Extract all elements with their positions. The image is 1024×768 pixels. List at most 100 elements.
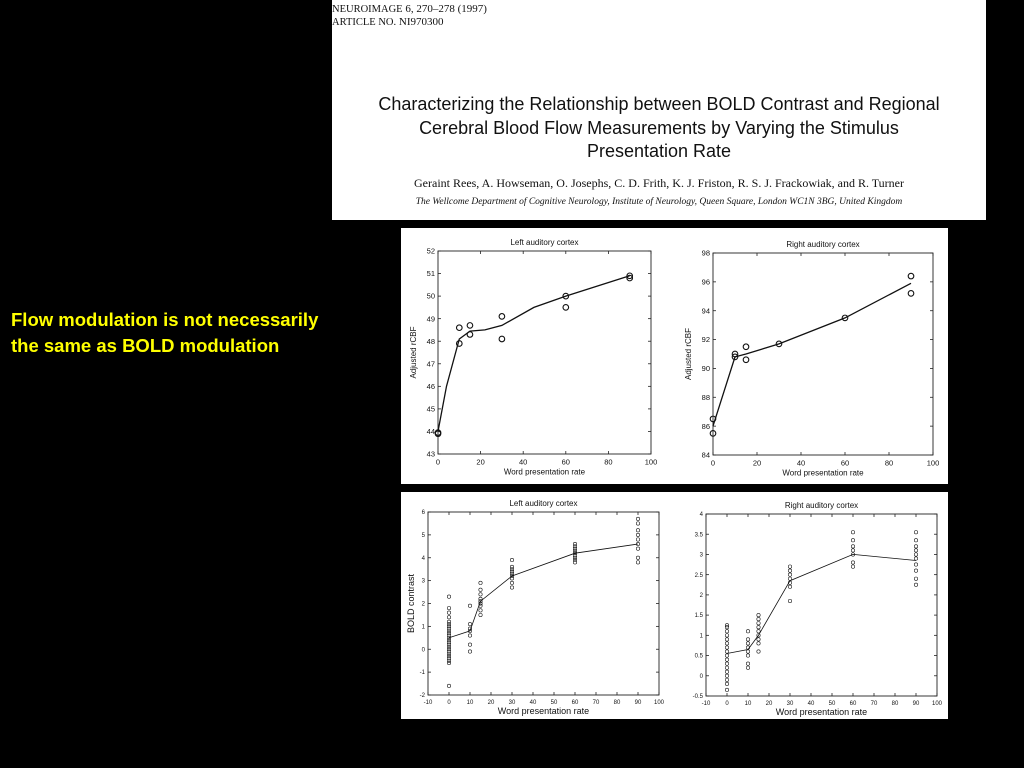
y-tick-label: 49	[427, 314, 435, 323]
data-point	[756, 621, 761, 626]
data-point	[446, 658, 451, 663]
y-tick-label: 1	[422, 624, 426, 630]
y-tick-label: -2	[420, 693, 426, 699]
y-tick-label: 4	[700, 512, 704, 518]
data-point	[745, 665, 750, 670]
data-point	[850, 538, 855, 543]
data-point	[468, 628, 473, 633]
x-tick-label: 100	[932, 701, 943, 707]
data-point	[913, 568, 918, 573]
slide-caption: Flow modulation is not necessarily the s…	[11, 307, 396, 359]
data-point	[573, 555, 578, 560]
data-point	[478, 596, 483, 601]
data-point	[446, 654, 451, 659]
data-point	[745, 653, 750, 658]
x-tick-label: 40	[797, 459, 805, 468]
fit-line	[712, 282, 912, 427]
data-point	[636, 537, 641, 542]
x-tick-label: 10	[467, 700, 474, 706]
data-point	[745, 637, 750, 642]
journal-details: 6, 270–278 (1997)	[405, 3, 487, 15]
x-tick-label: 50	[551, 700, 558, 706]
x-tick-label: 0	[447, 700, 451, 706]
data-point	[907, 290, 915, 297]
data-point	[787, 598, 792, 603]
data-point	[468, 603, 473, 608]
y-tick-label: 43	[427, 450, 435, 459]
x-tick-label: 100	[645, 458, 658, 467]
chart-left-rcbf: 0 20 40 60 80 100 43 44 45 46 47 48 49 50 51 52 Left aud…	[409, 238, 657, 477]
data-point	[446, 610, 451, 615]
data-point	[731, 350, 739, 358]
data-point	[498, 335, 506, 343]
y-tick-label: 4	[422, 556, 426, 562]
data-point	[724, 673, 729, 678]
x-tick-label: 40	[530, 700, 537, 706]
x-tick-label: 20	[476, 458, 484, 467]
y-tick-label: 84	[702, 451, 710, 460]
data-point	[510, 571, 515, 576]
data-point	[636, 516, 641, 521]
data-point	[446, 660, 451, 665]
data-point	[446, 651, 451, 656]
data-point	[756, 637, 761, 642]
data-point	[756, 613, 761, 618]
data-point	[478, 587, 483, 592]
data-point	[724, 653, 729, 658]
data-point	[468, 626, 473, 631]
x-tick-label: 100	[654, 700, 665, 706]
data-point	[745, 645, 750, 650]
x-axis-label: Word presentation rate	[504, 468, 586, 477]
x-tick-label: 80	[604, 458, 612, 467]
data-point	[841, 314, 849, 322]
data-point	[562, 304, 570, 311]
y-tick-label: 44	[427, 427, 435, 436]
bold-figure-panel: -10 0 10 20 30 40 50 60 70 80 90 100 -2 -1 0 1 2 3 4 5 6 Left…	[401, 492, 948, 719]
y-tick-label: 92	[702, 335, 710, 344]
data-point	[466, 322, 474, 329]
data-point	[478, 580, 483, 585]
data-point	[724, 657, 729, 662]
chart-right-rcbf: 0 20 40 60 80 100 84 86 88 90 92 94 96 98 Right audito…	[684, 240, 939, 478]
data-point	[850, 560, 855, 565]
rcbf-figure-panel: 0 20 40 60 80 100 43 44 45 46 47 48 49 50 51 52 Left aud…	[401, 228, 948, 484]
y-tick-label: -0.5	[693, 694, 704, 700]
data-point	[510, 558, 515, 563]
paper-affiliation: The Wellcome Department of Cognitive Neu…	[415, 197, 903, 207]
data-point	[787, 584, 792, 589]
chart-title: Right auditory cortex	[785, 501, 858, 510]
y-tick-label: 1	[700, 633, 704, 639]
paper-title-line: Cerebral Blood Flow Measurements by Vary…	[419, 117, 899, 138]
data-point	[756, 649, 761, 654]
data-point	[434, 430, 442, 438]
data-point	[446, 638, 451, 643]
data-point	[709, 415, 717, 423]
data-point	[756, 625, 761, 630]
data-point	[742, 356, 750, 364]
plot-frame	[705, 513, 938, 697]
data-point	[724, 641, 729, 646]
x-tick-label: 60	[850, 701, 857, 707]
data-point	[510, 585, 515, 590]
data-point	[446, 642, 451, 647]
data-point	[478, 608, 483, 613]
plot-frame	[427, 511, 660, 696]
data-point	[787, 564, 792, 569]
caption-line: the same as BOLD modulation	[11, 335, 280, 356]
data-point	[636, 528, 641, 533]
data-point	[573, 546, 578, 551]
y-tick-label: 96	[702, 277, 710, 286]
chart-title: Right auditory cortex	[786, 240, 859, 249]
data-point	[446, 656, 451, 661]
rcbf-figure: 0 20 40 60 80 100 43 44 45 46 47 48 49 50 51 52 Left aud…	[409, 238, 939, 478]
data-point	[756, 629, 761, 634]
data-point	[913, 582, 918, 587]
chart-title: Left auditory cortex	[509, 499, 577, 508]
plot-frame	[437, 250, 652, 455]
data-point	[756, 633, 761, 638]
data-point	[446, 624, 451, 629]
y-tick-label: 2.5	[695, 573, 704, 579]
x-tick-label: -10	[424, 700, 433, 706]
data-point	[913, 530, 918, 535]
article-id: NI970300	[398, 16, 444, 28]
